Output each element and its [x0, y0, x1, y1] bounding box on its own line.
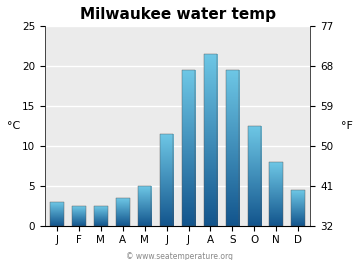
Title: Milwaukee water temp: Milwaukee water temp [80, 7, 275, 22]
Bar [248, 126, 261, 225]
Y-axis label: °C: °C [7, 121, 20, 131]
Text: © www.seatemperature.org: © www.seatemperature.org [126, 252, 234, 260]
Y-axis label: °F: °F [341, 121, 353, 131]
Bar [138, 186, 152, 225]
Bar [291, 190, 305, 225]
Bar [94, 206, 108, 225]
Bar [116, 198, 130, 225]
Bar [226, 70, 239, 225]
Bar [270, 162, 283, 225]
Bar [160, 134, 174, 225]
Bar [50, 202, 64, 225]
Bar [204, 54, 217, 225]
Bar [72, 206, 86, 225]
Bar [182, 70, 195, 225]
